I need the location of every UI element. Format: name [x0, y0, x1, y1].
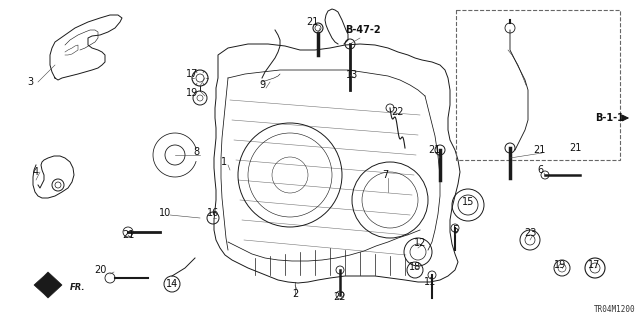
Polygon shape — [34, 272, 62, 298]
Text: 7: 7 — [382, 170, 388, 180]
Text: 19: 19 — [186, 88, 198, 98]
Text: 14: 14 — [166, 279, 178, 289]
Text: 11: 11 — [424, 277, 436, 287]
Text: 9: 9 — [259, 80, 265, 90]
Text: 10: 10 — [159, 208, 171, 218]
Text: 1: 1 — [221, 157, 227, 167]
Text: 17: 17 — [588, 260, 600, 270]
Text: 4: 4 — [33, 167, 39, 177]
Text: 18: 18 — [409, 262, 421, 272]
Text: 20: 20 — [94, 265, 106, 275]
Text: B-1-1: B-1-1 — [596, 113, 625, 123]
Text: 6: 6 — [537, 165, 543, 175]
Text: 5: 5 — [452, 225, 458, 235]
Text: 8: 8 — [193, 147, 199, 157]
Text: TR04M1200: TR04M1200 — [593, 305, 635, 314]
Text: 3: 3 — [27, 77, 33, 87]
Text: 22: 22 — [333, 292, 346, 302]
Text: 21: 21 — [306, 17, 318, 27]
Text: 12: 12 — [414, 238, 426, 248]
Text: 17: 17 — [186, 69, 198, 79]
Text: 21: 21 — [533, 145, 545, 155]
Text: 15: 15 — [462, 197, 474, 207]
Text: 21: 21 — [428, 145, 440, 155]
Text: 22: 22 — [392, 107, 404, 117]
Bar — [456, 10, 620, 160]
Text: 21: 21 — [569, 143, 581, 153]
Text: B-47-2: B-47-2 — [345, 25, 381, 35]
Text: 13: 13 — [346, 70, 358, 80]
Text: 16: 16 — [207, 208, 219, 218]
Text: 21: 21 — [122, 230, 134, 240]
Text: 2: 2 — [292, 289, 298, 299]
Text: FR.: FR. — [70, 284, 86, 293]
Text: 19: 19 — [554, 260, 566, 270]
Text: 23: 23 — [524, 228, 536, 238]
